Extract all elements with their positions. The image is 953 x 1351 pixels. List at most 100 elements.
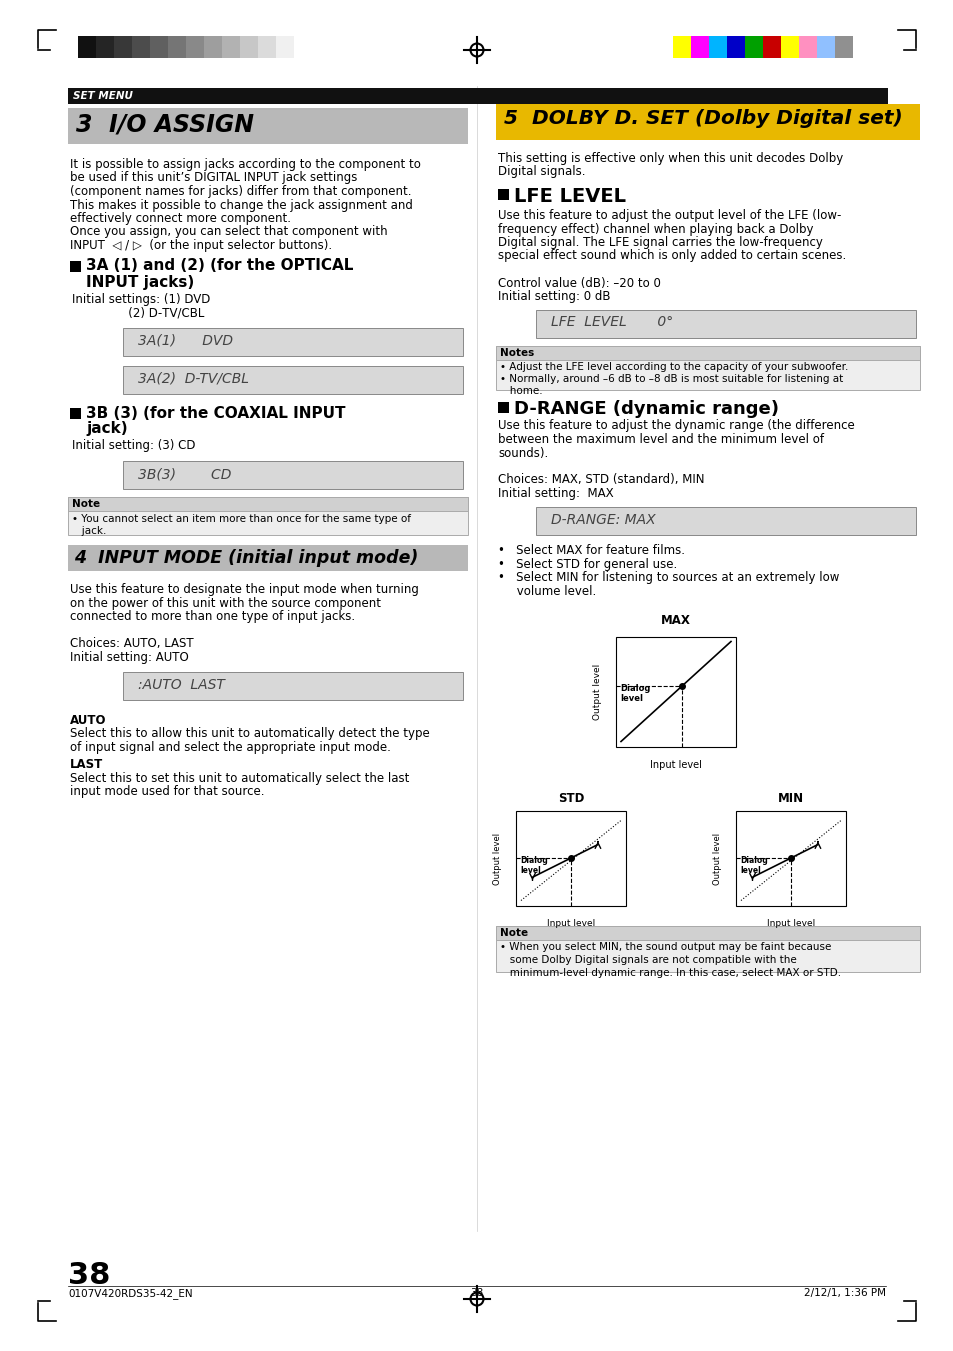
Text: between the maximum level and the minimum level of: between the maximum level and the minimu… xyxy=(497,434,823,446)
Bar xyxy=(123,461,462,489)
Bar xyxy=(834,36,852,58)
Text: SET MENU: SET MENU xyxy=(73,91,132,101)
Bar xyxy=(690,36,708,58)
Text: Dialog
level: Dialog level xyxy=(619,684,650,704)
Text: Output level: Output level xyxy=(493,832,502,885)
Text: jack): jack) xyxy=(86,422,128,436)
Text: LAST: LAST xyxy=(70,758,103,771)
Text: Note: Note xyxy=(499,928,528,938)
Text: 4  INPUT MODE (initial input mode): 4 INPUT MODE (initial input mode) xyxy=(74,549,418,567)
Bar xyxy=(816,36,834,58)
Bar xyxy=(68,88,887,104)
Text: • Adjust the LFE level according to the capacity of your subwoofer.: • Adjust the LFE level according to the … xyxy=(499,362,847,373)
Text: It is possible to assign jacks according to the component to: It is possible to assign jacks according… xyxy=(70,158,420,172)
Text: minimum-level dynamic range. In this case, select MAX or STD.: minimum-level dynamic range. In this cas… xyxy=(499,967,841,978)
Text: Input level: Input level xyxy=(546,920,595,928)
Text: Initial setting: AUTO: Initial setting: AUTO xyxy=(70,650,189,663)
Text: Once you assign, you can select that component with: Once you assign, you can select that com… xyxy=(70,226,387,239)
Text: 3B(3)        CD: 3B(3) CD xyxy=(138,467,232,481)
Text: Dialog
level: Dialog level xyxy=(519,857,547,875)
Text: effectively connect more component.: effectively connect more component. xyxy=(70,212,291,226)
Bar xyxy=(68,108,468,145)
Text: This setting is effective only when this unit decodes Dolby: This setting is effective only when this… xyxy=(497,153,842,165)
Text: INPUT jacks): INPUT jacks) xyxy=(86,274,194,289)
Text: Use this feature to adjust the dynamic range (the difference: Use this feature to adjust the dynamic r… xyxy=(497,420,854,432)
Bar xyxy=(496,104,919,141)
Bar xyxy=(496,346,919,359)
Text: • When you select MIN, the sound output may be faint because: • When you select MIN, the sound output … xyxy=(499,943,830,952)
Text: 3A(2)  D-TV/CBL: 3A(2) D-TV/CBL xyxy=(138,372,249,385)
Bar xyxy=(781,36,799,58)
Text: Use this feature to designate the input mode when turning: Use this feature to designate the input … xyxy=(70,584,418,596)
Bar xyxy=(150,36,168,58)
Text: • You cannot select an item more than once for the same type of: • You cannot select an item more than on… xyxy=(71,513,411,524)
Text: (component names for jacks) differ from that component.: (component names for jacks) differ from … xyxy=(70,185,411,199)
Text: Initial settings: (1) DVD: Initial settings: (1) DVD xyxy=(71,293,211,305)
Text: MAX: MAX xyxy=(660,615,690,627)
Text: Initial setting:  MAX: Initial setting: MAX xyxy=(497,486,613,500)
Bar xyxy=(726,36,744,58)
Text: on the power of this unit with the source component: on the power of this unit with the sourc… xyxy=(70,597,380,609)
Text: frequency effect) channel when playing back a Dolby: frequency effect) channel when playing b… xyxy=(497,223,813,235)
Text: Choices: AUTO, LAST: Choices: AUTO, LAST xyxy=(70,638,193,650)
Text: MIN: MIN xyxy=(777,793,803,805)
Text: Choices: MAX, STD (standard), MIN: Choices: MAX, STD (standard), MIN xyxy=(497,473,703,486)
Text: special effect sound which is only added to certain scenes.: special effect sound which is only added… xyxy=(497,250,845,262)
Text: 38: 38 xyxy=(470,1288,483,1298)
Text: LFE  LEVEL       0°: LFE LEVEL 0° xyxy=(551,316,673,330)
Text: jack.: jack. xyxy=(71,526,107,536)
Bar xyxy=(536,507,915,535)
Bar xyxy=(68,544,468,571)
Text: Use this feature to adjust the output level of the LFE (low-: Use this feature to adjust the output le… xyxy=(497,209,841,222)
Bar xyxy=(78,36,96,58)
Text: Output level: Output level xyxy=(593,663,602,720)
Text: home.: home. xyxy=(499,386,542,396)
Bar xyxy=(708,36,726,58)
Text: Digital signal. The LFE signal carries the low-frequency: Digital signal. The LFE signal carries t… xyxy=(497,236,822,249)
Bar xyxy=(672,36,690,58)
Bar xyxy=(257,36,275,58)
Bar xyxy=(275,36,294,58)
Text: Initial setting: 0 dB: Initial setting: 0 dB xyxy=(497,290,610,303)
Text: AUTO: AUTO xyxy=(70,713,107,727)
Text: volume level.: volume level. xyxy=(497,585,596,598)
Text: Select this to allow this unit to automatically detect the type: Select this to allow this unit to automa… xyxy=(70,727,429,740)
Bar xyxy=(123,327,462,355)
Text: 5  DOLBY D. SET (Dolby Digital set): 5 DOLBY D. SET (Dolby Digital set) xyxy=(503,109,902,128)
Bar xyxy=(123,671,462,700)
Text: •   Select STD for general use.: • Select STD for general use. xyxy=(497,558,677,571)
Text: (2) D‑TV/CBL: (2) D‑TV/CBL xyxy=(71,305,204,319)
Text: of input signal and select the appropriate input mode.: of input signal and select the appropria… xyxy=(70,740,391,754)
Bar xyxy=(497,189,509,200)
Text: 3B (3) (for the COAXIAL INPUT: 3B (3) (for the COAXIAL INPUT xyxy=(86,405,345,420)
Bar xyxy=(616,636,735,747)
Bar xyxy=(496,925,919,971)
Text: STD: STD xyxy=(558,793,583,805)
Bar xyxy=(735,811,845,905)
Bar xyxy=(204,36,222,58)
Text: Note: Note xyxy=(71,499,100,509)
Text: 3A(1)      DVD: 3A(1) DVD xyxy=(138,334,233,347)
Text: Select this to set this unit to automatically select the last: Select this to set this unit to automati… xyxy=(70,771,409,785)
Bar xyxy=(762,36,781,58)
Text: LFE LEVEL: LFE LEVEL xyxy=(514,186,625,205)
Bar xyxy=(516,811,625,905)
Text: 2/12/1, 1:36 PM: 2/12/1, 1:36 PM xyxy=(803,1288,885,1298)
Text: Input level: Input level xyxy=(766,920,814,928)
Bar xyxy=(497,401,509,412)
Bar xyxy=(222,36,240,58)
Bar xyxy=(70,261,81,272)
Text: Dialog
level: Dialog level xyxy=(740,857,767,875)
Text: This makes it possible to change the jack assignment and: This makes it possible to change the jac… xyxy=(70,199,413,212)
Bar xyxy=(68,497,468,511)
Bar xyxy=(799,36,816,58)
Bar xyxy=(168,36,186,58)
Text: connected to more than one type of input jacks.: connected to more than one type of input… xyxy=(70,611,355,623)
Text: •   Select MAX for feature films.: • Select MAX for feature films. xyxy=(497,544,684,558)
Text: INPUT  ◁ / ▷  (or the input selector buttons).: INPUT ◁ / ▷ (or the input selector butto… xyxy=(70,239,332,253)
Text: Initial setting: (3) CD: Initial setting: (3) CD xyxy=(71,439,195,453)
Bar xyxy=(496,925,919,939)
Text: Input level: Input level xyxy=(649,761,701,770)
Text: D-RANGE (dynamic range): D-RANGE (dynamic range) xyxy=(514,400,779,417)
Text: :AUTO  LAST: :AUTO LAST xyxy=(138,678,225,692)
